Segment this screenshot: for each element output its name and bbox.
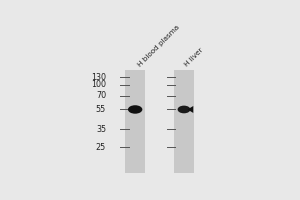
- Text: 70: 70: [96, 91, 106, 100]
- Text: 130: 130: [91, 73, 106, 82]
- Text: H blood plasma: H blood plasma: [137, 24, 181, 68]
- Ellipse shape: [128, 105, 142, 114]
- Text: 55: 55: [96, 105, 106, 114]
- Text: H liver: H liver: [183, 47, 204, 68]
- Text: 100: 100: [91, 80, 106, 89]
- Ellipse shape: [178, 106, 190, 113]
- Text: 25: 25: [96, 143, 106, 152]
- FancyArrow shape: [188, 106, 197, 113]
- Text: 35: 35: [96, 125, 106, 134]
- Bar: [174, 70, 194, 173]
- Bar: [125, 70, 145, 173]
